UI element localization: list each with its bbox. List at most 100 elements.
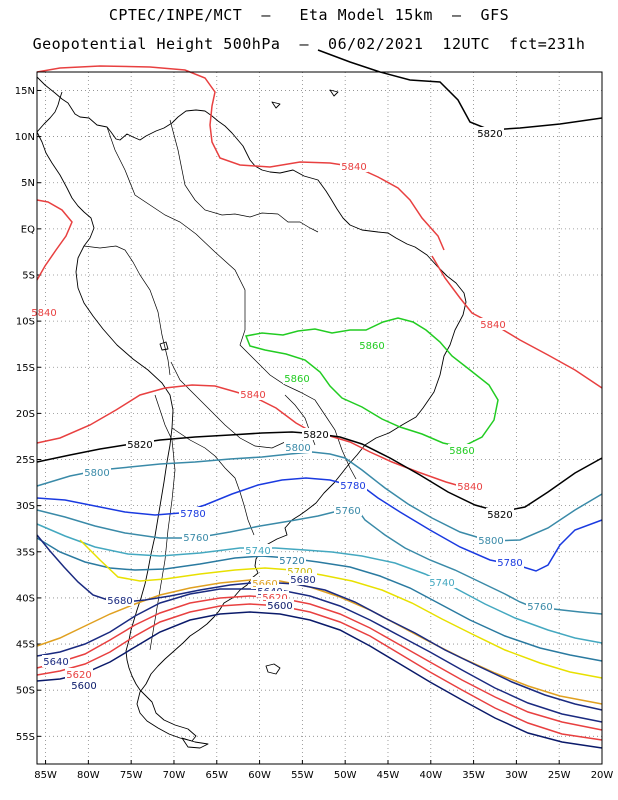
lon-label: 40W bbox=[419, 770, 442, 781]
lon-label: 20W bbox=[591, 770, 614, 781]
lon-label: 80W bbox=[77, 770, 100, 781]
contour-label: 5720 bbox=[279, 556, 304, 567]
contour-label-bg bbox=[289, 573, 317, 585]
lat-label: 20S bbox=[16, 409, 35, 420]
lon-label: 70W bbox=[163, 770, 186, 781]
lat-label: 10N bbox=[15, 132, 35, 143]
contour-label: 5600 bbox=[71, 681, 96, 692]
contour-label-bg bbox=[83, 466, 111, 478]
contour-5600-line bbox=[36, 611, 603, 749]
contour-label: 5700 bbox=[287, 567, 312, 578]
contour-label: 5680 bbox=[290, 575, 315, 586]
contour-label: 5820 bbox=[303, 430, 328, 441]
contour-label: 5760 bbox=[183, 533, 208, 544]
contour-label: 5820 bbox=[487, 510, 512, 521]
contour-label: 5740 bbox=[245, 546, 270, 557]
contour-label-bg bbox=[428, 576, 456, 588]
contour-label-bg bbox=[42, 655, 70, 667]
contour-label: 5680 bbox=[107, 596, 132, 607]
lon-label: 75W bbox=[120, 770, 143, 781]
lon-label: 25W bbox=[548, 770, 571, 781]
contour-5840-line-ne bbox=[431, 255, 603, 389]
lon-label: 30W bbox=[505, 770, 528, 781]
contour-labels: 5820 5840 5840 5840 5840 5840 5860 5860 5860 5820… bbox=[30, 127, 554, 692]
lon-label: 85W bbox=[34, 770, 57, 781]
contour-label-bg bbox=[339, 479, 367, 491]
plot-frame bbox=[36, 71, 603, 765]
contour-label-bg bbox=[182, 531, 210, 543]
lat-label: EQ bbox=[21, 224, 35, 235]
contour-5640-line bbox=[36, 588, 603, 723]
contour-label-bg bbox=[358, 339, 386, 351]
contour-lines bbox=[36, 49, 603, 749]
contour-label: 5780 bbox=[340, 481, 365, 492]
graticule: 15N10N5NEQ5S10S15S20S25S30S35S40S45S50S5… bbox=[15, 72, 614, 781]
contour-label-bg bbox=[65, 668, 93, 680]
contour-label: 5860 bbox=[284, 374, 309, 385]
contour-label: 5800 bbox=[285, 443, 310, 454]
contour-label-bg bbox=[448, 444, 476, 456]
contour-label: 5600 bbox=[267, 601, 292, 612]
contour-label-bg bbox=[302, 428, 330, 440]
caribbean-island-2 bbox=[329, 89, 339, 97]
contour-label-bg bbox=[244, 544, 272, 556]
lat-label: 10S bbox=[16, 317, 35, 328]
contour-label: 5620 bbox=[66, 670, 91, 681]
contour-label-bg bbox=[496, 556, 524, 568]
tierra-del-fuego bbox=[181, 737, 209, 749]
contour-label: 5620 bbox=[262, 593, 287, 604]
contour-5800-line bbox=[36, 451, 603, 542]
lat-label: 25S bbox=[16, 455, 35, 466]
lat-label: 55S bbox=[16, 732, 35, 743]
contour-label: 5760 bbox=[335, 506, 360, 517]
contour-5840-line-north bbox=[36, 65, 445, 251]
contour-label-bg bbox=[278, 554, 306, 566]
lat-label: 40S bbox=[16, 593, 35, 604]
contour-label: 5800 bbox=[84, 468, 109, 479]
lat-label: 45S bbox=[16, 640, 35, 651]
contour-label-bg bbox=[479, 318, 507, 330]
central-america bbox=[36, 91, 63, 133]
lon-label: 55W bbox=[291, 770, 314, 781]
contour-label-bg bbox=[526, 600, 554, 612]
contour-5860-line bbox=[244, 317, 499, 448]
lat-label: 30S bbox=[16, 501, 35, 512]
contour-label-bg bbox=[334, 504, 362, 516]
lon-label: 35W bbox=[462, 770, 485, 781]
contour-label: 5840 bbox=[457, 482, 482, 493]
contour-label: 5780 bbox=[497, 558, 522, 569]
lat-label: 15N bbox=[15, 86, 35, 97]
contour-label-bg bbox=[106, 594, 134, 606]
contour-label: 5860 bbox=[449, 446, 474, 457]
contour-label: 5840 bbox=[341, 162, 366, 173]
contour-label-bg bbox=[284, 441, 312, 453]
lat-label: 15S bbox=[16, 363, 35, 374]
falklands bbox=[265, 663, 281, 675]
lat-label: 5S bbox=[22, 270, 35, 281]
contour-5840-line-south bbox=[36, 384, 475, 491]
contour-label-bg bbox=[456, 480, 484, 492]
coastlines bbox=[36, 76, 467, 749]
contour-label: 5740 bbox=[429, 578, 454, 589]
contour-label: 5640 bbox=[43, 657, 68, 668]
contour-5660-line bbox=[36, 595, 603, 731]
lat-label: 35S bbox=[16, 547, 35, 558]
contour-5820-line-south bbox=[36, 431, 603, 513]
title-field: Geopotential Height 500hPa – 06/02/2021 … bbox=[32, 35, 586, 53]
lon-label: 45W bbox=[377, 770, 400, 781]
south-america-outline bbox=[36, 76, 467, 742]
contour-label-bg bbox=[486, 508, 514, 520]
contour-5620-line bbox=[36, 603, 603, 741]
country-borders bbox=[83, 119, 363, 651]
contour-5700-line bbox=[79, 539, 603, 679]
contour-label: 5860 bbox=[359, 341, 384, 352]
contour-label: 5780 bbox=[180, 509, 205, 520]
contour-label: 5840 bbox=[31, 308, 56, 319]
caribbean-island bbox=[271, 101, 281, 109]
contour-5820-line-north bbox=[317, 49, 603, 131]
contour-label: 5760 bbox=[527, 602, 552, 613]
contour-label-bg bbox=[179, 507, 207, 519]
contour-label-bg bbox=[239, 388, 267, 400]
contour-label-bg bbox=[126, 438, 154, 450]
